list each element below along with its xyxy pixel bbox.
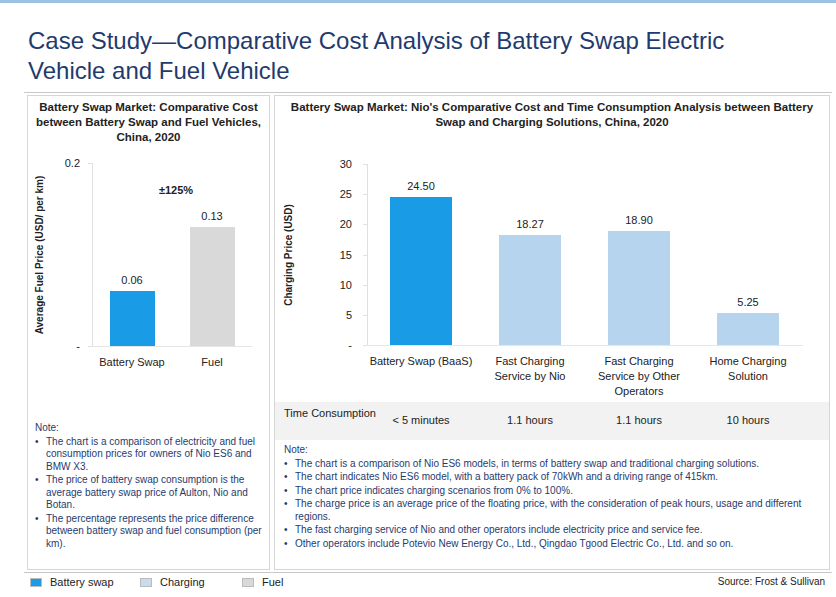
x-axis-line [92,346,252,347]
source: Source: Frost & Sullivan [560,575,825,589]
bar [110,291,155,346]
y-axis-label: Charging Price (USD) [282,145,296,365]
note-item: The fast charging service of Nio and oth… [284,524,824,537]
y-tick [363,315,367,316]
legend-label: Charging [160,575,205,589]
notes-label: Note: [284,444,824,457]
data-label: 0.06 [92,273,172,287]
bar [190,227,235,346]
time-value: 10 hours [698,413,798,427]
y-tick [363,255,367,256]
y-tick [363,285,367,286]
bar [717,313,779,345]
annotation: ±125% [136,183,216,197]
note-item: The chart indicates Nio ES6 model, with … [284,471,824,484]
y-axis-line [367,164,368,345]
time-value: 1.1 hours [589,413,689,427]
bar [499,235,561,345]
y-axis-label: Average Fuel Price (USD/ per km) [33,145,47,365]
legend-label: Fuel [262,575,283,589]
y-tick-label: 20 [312,217,352,231]
top-rule [0,0,836,3]
y-tick [363,224,367,225]
chart-title: Battery Swap Market: Comparative Cost be… [35,100,262,145]
y-tick [363,164,367,165]
bar [390,197,452,345]
y-tick [88,163,92,164]
note-item: The percentage represents the price diff… [35,513,263,551]
y-tick-label: 25 [312,187,352,201]
legend-swatch [242,578,254,587]
legend-swatch [30,578,42,587]
y-tick-label: 30 [312,157,352,171]
category-label: Fuel [173,355,251,370]
y-tick-label: 10 [312,278,352,292]
y-tick-label: - [40,339,80,353]
y-tick-label: 5 [312,308,352,322]
y-tick [363,194,367,195]
note-item: Other operators include Potevio New Ener… [284,538,824,551]
category-label: Fast Charging Service by Other Operators [586,354,693,399]
category-label: Home Charging Solution [695,354,802,384]
notes-label: Note: [35,422,263,435]
data-label: 0.13 [172,209,252,223]
data-label: 24.50 [381,179,461,193]
chart-title: Battery Swap Market: Nio's Comparative C… [282,100,822,130]
y-tick-label: 15 [312,248,352,262]
title-rule [24,92,832,93]
notes: Note:The chart is a comparison of electr… [35,422,263,551]
bottom-rule [24,572,832,573]
data-label: 18.90 [599,213,679,227]
legend-label: Battery swap [50,575,114,589]
bar [608,231,670,345]
legend-swatch [140,578,152,587]
note-item: The price of battery swap consumption is… [35,474,263,512]
y-tick-label: 0.2 [40,156,80,170]
data-label: 18.27 [490,217,570,231]
category-label: Battery Swap [93,355,171,370]
time-value: 1.1 hours [480,413,580,427]
category-label: Fast Charging Service by Nio [477,354,584,384]
x-axis-line [367,345,803,346]
page-title: Case Study—Comparative Cost Analysis of … [28,26,788,86]
note-item: The chart is a comparison of Nio ES6 mod… [284,458,824,471]
data-label: 5.25 [708,295,788,309]
note-item: The chart is a comparison of electricity… [35,436,263,474]
time-row-label: Time Consumption [282,406,378,420]
time-value: < 5 minutes [371,413,471,427]
y-tick-label: - [312,338,352,352]
note-item: The charge price is an average price of … [284,498,824,523]
y-axis-line [92,163,93,346]
category-label: Battery Swap (BaaS) [368,354,475,369]
note-item: The chart price indicates charging scena… [284,485,824,498]
notes: Note:The chart is a comparison of Nio ES… [284,444,824,551]
